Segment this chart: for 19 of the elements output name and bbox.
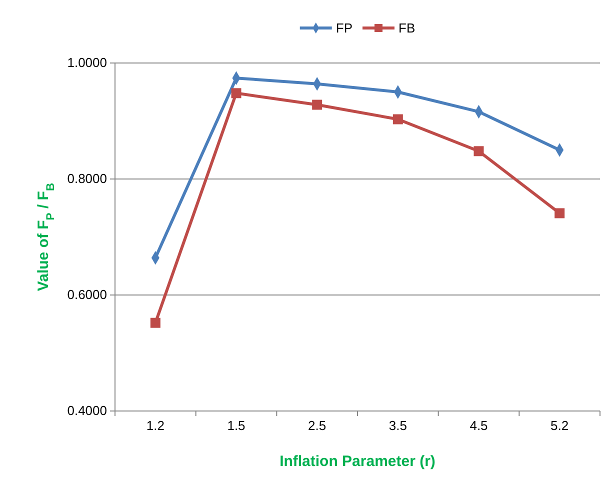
x-tick-label: 2.5 [308, 418, 326, 434]
point [150, 318, 160, 328]
x-tick-label: 3.5 [388, 418, 407, 434]
y-tick-label: 0.8000 [67, 171, 107, 186]
y-tick-label: 0.6000 [67, 287, 107, 302]
legend-label: FP [336, 20, 352, 36]
x-axis-title: Inflation Parameter (r) [280, 453, 436, 470]
point [554, 208, 565, 218]
legend-label: FB [398, 20, 416, 36]
y-tick-label: 1.0000 [67, 55, 107, 70]
y-tick-label: 0.4000 [67, 403, 107, 418]
x-tick-label: 4.5 [470, 418, 488, 434]
x-tick-label: 5.2 [550, 418, 569, 434]
point [231, 88, 242, 98]
point [474, 146, 484, 156]
point [392, 114, 403, 124]
x-tick-label: 1.5 [227, 418, 246, 434]
point [312, 100, 322, 110]
x-tick-label: 1.2 [146, 418, 164, 434]
